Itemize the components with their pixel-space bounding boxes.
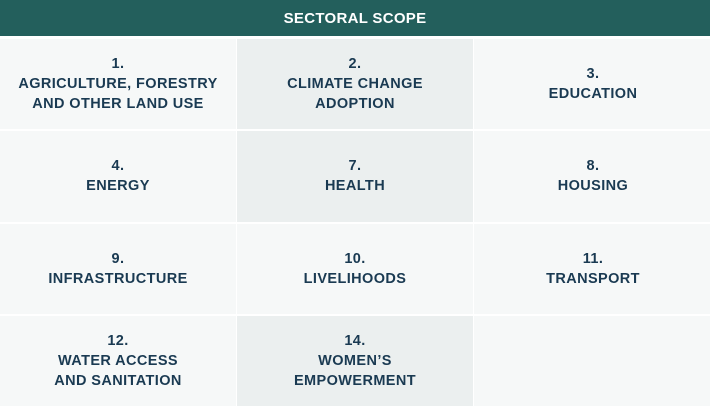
scope-cell-4: 4. ENERGY xyxy=(0,131,236,222)
cell-label-line: ADOPTION xyxy=(315,96,395,113)
cell-label-line: AND OTHER LAND USE xyxy=(32,96,204,113)
cell-number: 8. xyxy=(586,158,600,175)
cell-label-line: AND SANITATION xyxy=(54,372,182,389)
scope-cell-10: 10. LIVELIHOODS xyxy=(237,223,473,314)
cell-number: 10. xyxy=(344,250,366,267)
cell-label-line: ENERGY xyxy=(86,178,150,195)
cell-number: 3. xyxy=(586,66,600,83)
cell-number: 7. xyxy=(348,158,362,175)
table-header: SECTORAL SCOPE xyxy=(0,0,710,37)
cell-number: 9. xyxy=(111,250,125,267)
cell-label-line: LIVELIHOODS xyxy=(303,270,407,287)
cell-number: 11. xyxy=(582,250,604,267)
cell-label-line: CLIMATE CHANGE xyxy=(287,76,423,93)
scope-cell-empty xyxy=(474,315,710,406)
scope-cell-14: 14. WOMEN’S EMPOWERMENT xyxy=(237,315,473,406)
cell-label-line: EDUCATION xyxy=(548,86,638,103)
scope-cell-11: 11. TRANSPORT xyxy=(474,223,710,314)
cell-label-line: INFRASTRUCTURE xyxy=(48,270,188,287)
scope-grid: 1. AGRICULTURE, FORESTRY AND OTHER LAND … xyxy=(0,37,710,406)
scope-cell-8: 8. HOUSING xyxy=(474,131,710,222)
cell-number: 12. xyxy=(107,332,129,349)
cell-number: 14. xyxy=(344,332,366,349)
cell-number: 4. xyxy=(111,158,125,175)
cell-label-line: TRANSPORT xyxy=(546,270,640,287)
scope-cell-9: 9. INFRASTRUCTURE xyxy=(0,223,236,314)
cell-label-line: HOUSING xyxy=(557,178,629,195)
cell-number: 1. xyxy=(111,56,125,73)
cell-label-line: WOMEN’S xyxy=(318,352,392,369)
cell-label-line: WATER ACCESS xyxy=(58,352,178,369)
scope-cell-12: 12. WATER ACCESS AND SANITATION xyxy=(0,315,236,406)
scope-cell-2: 2. CLIMATE CHANGE ADOPTION xyxy=(237,39,473,130)
scope-cell-7: 7. HEALTH xyxy=(237,131,473,222)
scope-cell-3: 3. EDUCATION xyxy=(474,39,710,130)
cell-label-line: EMPOWERMENT xyxy=(293,372,416,389)
table-title: SECTORAL SCOPE xyxy=(283,9,427,27)
cell-label-line: HEALTH xyxy=(324,178,386,195)
scope-cell-1: 1. AGRICULTURE, FORESTRY AND OTHER LAND … xyxy=(0,39,236,130)
cell-label-line: AGRICULTURE, FORESTRY xyxy=(18,76,218,93)
cell-number: 2. xyxy=(348,56,362,73)
